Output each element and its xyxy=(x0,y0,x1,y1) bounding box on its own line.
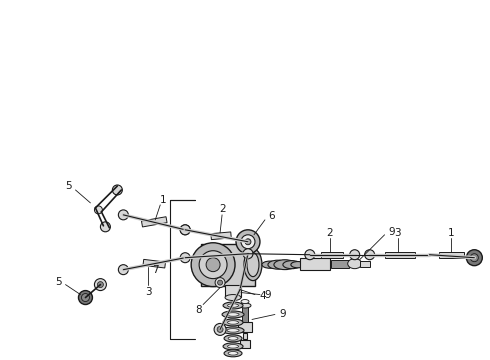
Bar xyxy=(238,323,252,332)
Circle shape xyxy=(215,278,225,288)
Circle shape xyxy=(119,265,128,275)
Text: 4: 4 xyxy=(260,291,266,301)
Ellipse shape xyxy=(268,260,288,269)
Circle shape xyxy=(180,225,190,235)
Ellipse shape xyxy=(228,337,238,340)
Ellipse shape xyxy=(227,345,239,348)
Text: 3: 3 xyxy=(145,287,151,297)
Text: 9: 9 xyxy=(280,310,286,319)
Text: 2: 2 xyxy=(326,228,333,238)
Ellipse shape xyxy=(227,313,239,316)
Bar xyxy=(331,260,349,268)
Text: 8: 8 xyxy=(195,306,201,315)
Text: 1: 1 xyxy=(160,195,167,205)
Bar xyxy=(385,252,415,258)
Circle shape xyxy=(466,250,482,266)
Circle shape xyxy=(350,250,360,260)
Circle shape xyxy=(112,185,122,195)
Circle shape xyxy=(180,253,190,263)
Circle shape xyxy=(199,251,227,279)
Ellipse shape xyxy=(224,335,242,342)
Circle shape xyxy=(243,237,253,247)
Ellipse shape xyxy=(224,350,242,357)
Text: 5: 5 xyxy=(65,181,72,191)
Bar xyxy=(143,259,166,268)
Ellipse shape xyxy=(239,303,251,308)
Circle shape xyxy=(98,282,103,288)
Circle shape xyxy=(243,249,253,259)
Ellipse shape xyxy=(274,260,296,270)
Ellipse shape xyxy=(241,300,249,303)
Circle shape xyxy=(217,327,223,332)
Ellipse shape xyxy=(223,302,243,309)
Circle shape xyxy=(470,254,478,262)
Circle shape xyxy=(365,250,375,260)
Bar xyxy=(225,285,241,297)
Circle shape xyxy=(95,279,106,291)
Ellipse shape xyxy=(247,253,259,276)
Text: 6: 6 xyxy=(269,211,275,221)
Bar xyxy=(211,232,231,240)
Circle shape xyxy=(236,230,260,254)
Ellipse shape xyxy=(222,311,244,318)
Bar xyxy=(243,333,247,339)
Ellipse shape xyxy=(262,261,278,268)
Circle shape xyxy=(241,235,255,249)
Circle shape xyxy=(214,323,226,336)
Circle shape xyxy=(206,258,220,272)
Bar xyxy=(200,244,255,285)
Bar xyxy=(439,252,464,258)
Ellipse shape xyxy=(227,321,239,324)
Text: 2: 2 xyxy=(219,204,225,214)
Ellipse shape xyxy=(227,304,239,307)
Text: 9: 9 xyxy=(265,289,271,300)
Ellipse shape xyxy=(244,249,262,280)
Text: 9: 9 xyxy=(388,227,395,237)
Text: 7: 7 xyxy=(152,265,159,275)
Bar xyxy=(242,306,248,323)
Circle shape xyxy=(119,210,128,220)
Bar xyxy=(321,252,343,258)
Ellipse shape xyxy=(225,294,241,301)
Bar xyxy=(360,261,369,267)
Circle shape xyxy=(218,280,222,285)
Circle shape xyxy=(305,250,315,260)
Circle shape xyxy=(100,222,110,232)
Text: 3: 3 xyxy=(394,228,401,238)
Bar xyxy=(240,340,250,348)
Ellipse shape xyxy=(227,329,239,332)
Bar xyxy=(142,217,167,227)
Circle shape xyxy=(81,293,90,302)
Text: 1: 1 xyxy=(448,228,455,238)
Circle shape xyxy=(180,225,190,235)
Circle shape xyxy=(245,239,251,245)
Ellipse shape xyxy=(223,343,243,350)
Ellipse shape xyxy=(228,352,238,355)
Ellipse shape xyxy=(223,319,243,326)
Ellipse shape xyxy=(283,261,301,269)
Circle shape xyxy=(191,243,235,287)
Text: 5: 5 xyxy=(55,276,62,287)
Circle shape xyxy=(95,206,102,214)
Ellipse shape xyxy=(222,327,244,334)
Ellipse shape xyxy=(348,259,362,269)
Bar xyxy=(300,258,330,270)
Ellipse shape xyxy=(291,261,305,268)
Circle shape xyxy=(78,291,93,305)
